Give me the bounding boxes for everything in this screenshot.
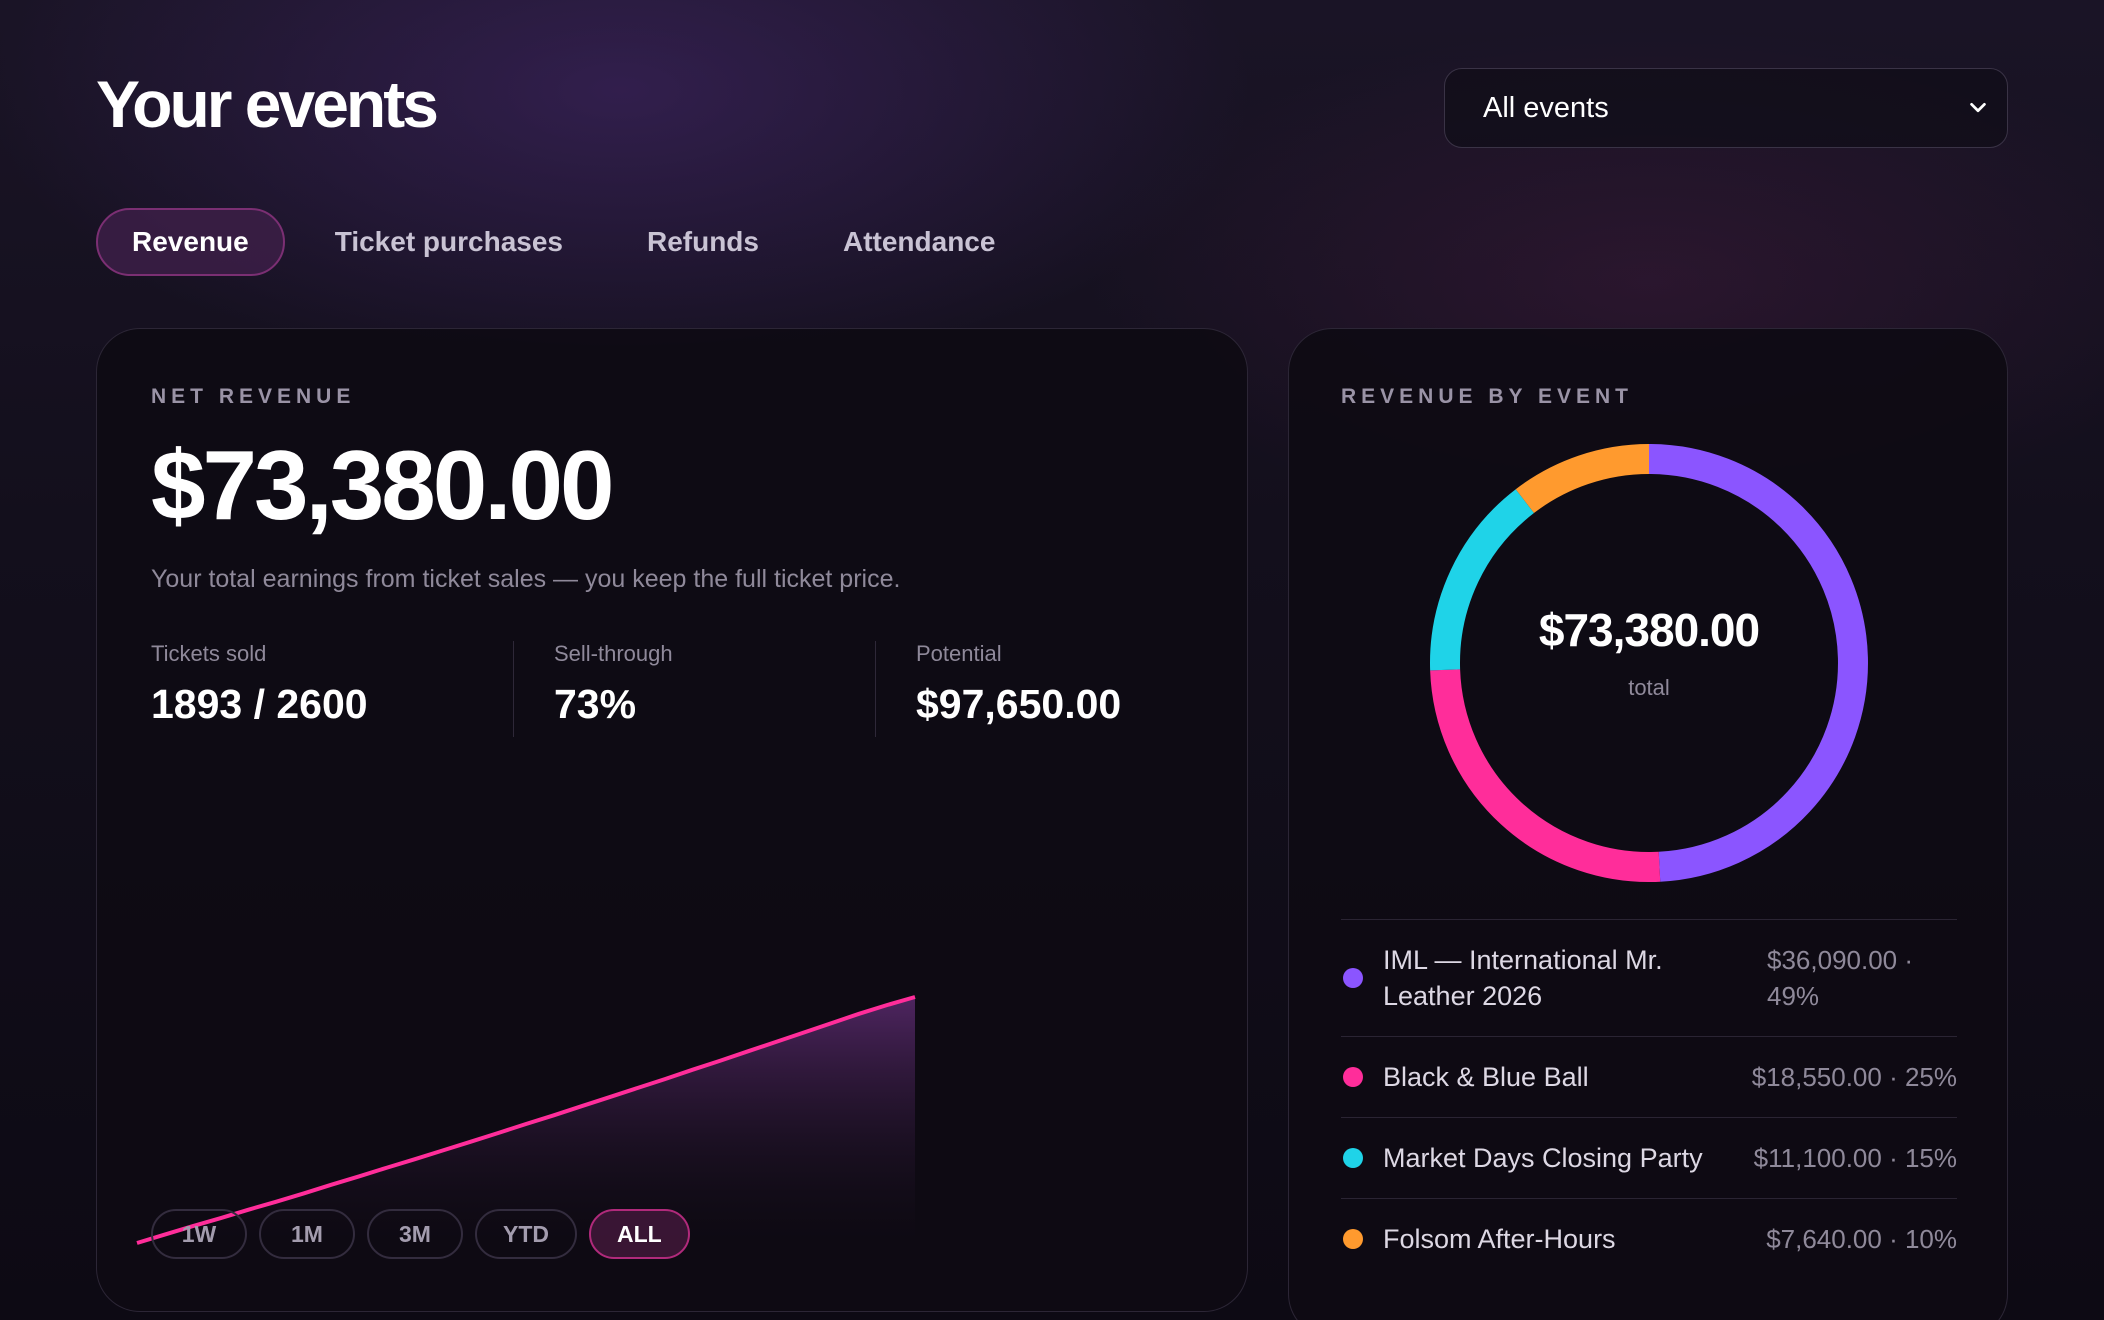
revenue-donut-chart <box>1430 444 1868 882</box>
legend-item: Folsom After-Hours $7,640.00 · 10% <box>1341 1198 1957 1279</box>
donut-total-caption: total <box>1628 675 1670 700</box>
range-3m-button[interactable]: 3M <box>367 1209 463 1259</box>
revenue-line <box>136 995 916 1245</box>
legend-event-name: IML — International Mr. Leather 2026 <box>1383 945 1663 1011</box>
legend-dot <box>1343 968 1363 988</box>
legend-item: Market Days Closing Party $11,100.00 · 1… <box>1341 1117 1957 1198</box>
donut-total-value: $73,380.00 <box>1538 604 1760 656</box>
event-filter-value: All events <box>1483 91 1609 124</box>
range-all-button[interactable]: ALL <box>589 1209 690 1259</box>
legend-event-amount: $7,640.00 · 10% <box>1766 1224 1957 1254</box>
revenue-by-event-eyebrow: REVENUE BY EVENT <box>1341 385 1633 408</box>
donut-slice[interactable] <box>1648 444 1868 882</box>
legend-event-amount: $18,550.00 · 25% <box>1751 1062 1957 1092</box>
net-revenue-amount: $73,380.00 <box>151 430 614 540</box>
revenue-area-chart <box>136 995 916 1245</box>
stat-label: Potential <box>916 641 1002 666</box>
stat-value: $97,650.00 <box>916 681 1122 727</box>
range-1w-button[interactable]: 1W <box>151 1209 247 1259</box>
legend-event-name: Black & Blue Ball <box>1383 1062 1589 1092</box>
range-1m-button[interactable]: 1M <box>259 1209 355 1259</box>
legend-dot <box>1343 1067 1363 1087</box>
legend-event-name: Folsom After-Hours <box>1383 1224 1616 1254</box>
chevron-down-icon <box>1970 102 1986 113</box>
revenue-area-fill <box>137 997 915 1243</box>
stat-sell-through: Sell-through 73% <box>513 641 875 737</box>
net-revenue-eyebrow: NET REVENUE <box>151 385 356 408</box>
tab-bar: Revenue Ticket purchases Refunds Attenda… <box>96 208 1045 276</box>
legend-event-amount: $36,090.00 · 49% <box>1767 945 1914 1011</box>
stat-potential: Potential $97,650.00 <box>875 641 1237 737</box>
range-ytd-button[interactable]: YTD <box>475 1209 577 1259</box>
revenue-by-event-card: REVENUE BY EVENT $73,380.00 total IML — … <box>1288 328 2008 1320</box>
net-revenue-card: NET REVENUE $73,380.00 Your total earnin… <box>96 328 1248 1312</box>
net-revenue-description: Your total earnings from ticket sales — … <box>151 565 901 593</box>
stat-tickets-sold: Tickets sold 1893 / 2600 <box>151 641 513 737</box>
legend-dot <box>1343 1148 1363 1168</box>
legend-item: IML — International Mr. Leather 2026 $36… <box>1341 919 1957 1036</box>
tab-ticket-purchases[interactable]: Ticket purchases <box>334 226 563 257</box>
tab-refunds[interactable]: Refunds <box>646 226 759 257</box>
donut-slice[interactable] <box>1430 489 1535 671</box>
tab-attendance[interactable]: Attendance <box>842 226 996 257</box>
page-title: Your events <box>96 67 439 141</box>
donut-slice[interactable] <box>1515 444 1650 514</box>
stat-label: Tickets sold <box>151 641 267 666</box>
legend-event-amount: $11,100.00 · 15% <box>1753 1143 1957 1173</box>
stat-label: Sell-through <box>554 641 673 666</box>
donut-slice[interactable] <box>1430 669 1661 882</box>
legend-dot <box>1343 1229 1363 1249</box>
stat-value: 73% <box>554 681 637 727</box>
tab-revenue[interactable]: Revenue <box>96 208 285 276</box>
range-selector: 1W 1M 3M YTD ALL <box>151 1209 702 1259</box>
stat-value: 1893 / 2600 <box>151 681 368 727</box>
legend-event-name: Market Days Closing Party <box>1383 1143 1703 1173</box>
event-filter-select[interactable]: All events <box>1444 68 2008 148</box>
legend-item: Black & Blue Ball $18,550.00 · 25% <box>1341 1036 1957 1117</box>
revenue-legend: IML — International Mr. Leather 2026 $36… <box>1341 919 1957 1279</box>
stats-row: Tickets sold 1893 / 2600 Sell-through 73… <box>151 641 1237 737</box>
